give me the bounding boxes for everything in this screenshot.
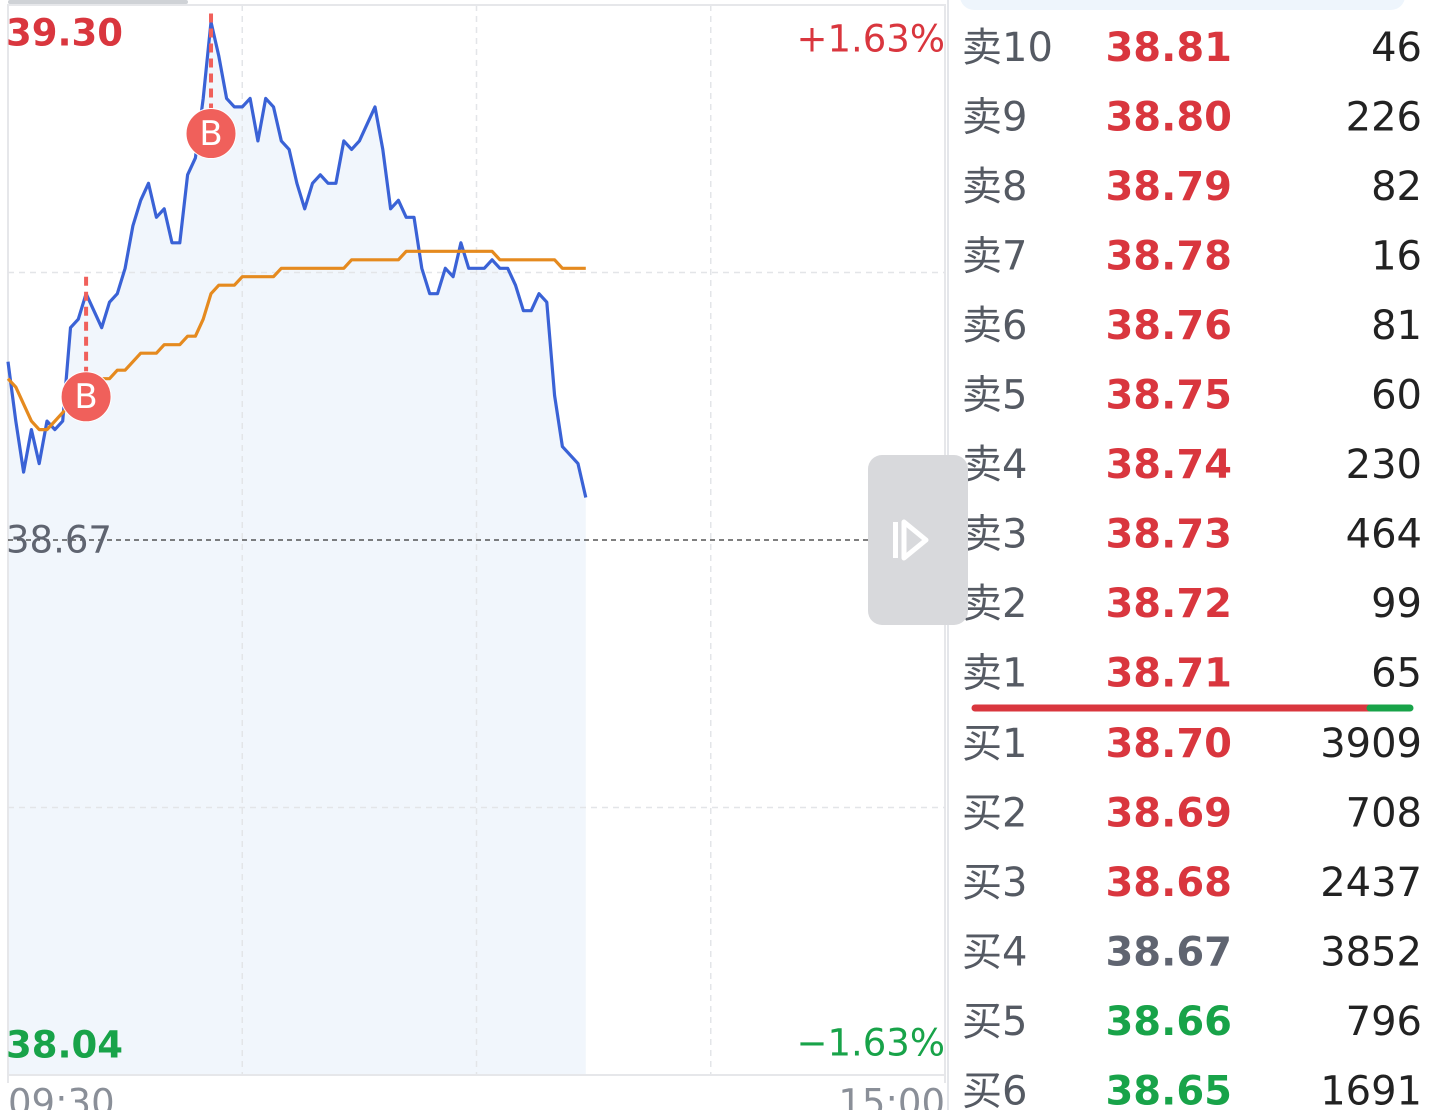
x-tick-label: 09:30 <box>8 1082 115 1110</box>
y-tick-label: 38.67 <box>6 519 112 562</box>
collapse-icon-bar <box>893 522 898 558</box>
level-label: 买2 <box>962 791 1027 837</box>
level-price: 38.68 <box>1105 860 1232 906</box>
level-label: 卖8 <box>962 164 1027 210</box>
level-price: 38.67 <box>1105 930 1232 976</box>
level-volume: 99 <box>1371 581 1422 627</box>
level-label: 卖9 <box>962 95 1027 141</box>
collapse-button[interactable] <box>868 455 968 625</box>
level-volume: 708 <box>1346 791 1422 837</box>
level-volume: 464 <box>1346 512 1422 558</box>
level-volume: 46 <box>1371 25 1422 71</box>
order-book: 卖10 38.81 46 卖9 38.80 226 卖8 38.79 82 卖7 38.78 16 卖6… <box>962 25 1422 1110</box>
level-price: 38.72 <box>1105 581 1232 627</box>
level-volume: 2437 <box>1320 860 1422 906</box>
level-label: 买3 <box>962 860 1027 906</box>
level-volume: 16 <box>1371 234 1422 280</box>
level-price: 38.75 <box>1105 373 1232 419</box>
level-label: 卖5 <box>962 373 1027 419</box>
level-label: 卖10 <box>962 25 1053 71</box>
y2-tick-label: +1.63% <box>796 18 945 61</box>
level-price: 38.81 <box>1105 25 1232 71</box>
level-volume: 60 <box>1371 373 1422 419</box>
level-volume: 230 <box>1346 442 1422 488</box>
chart-panel: 39.30 38.67 38.04 +1.63% −1.63% 09:30 15:00 B B <box>6 0 946 1110</box>
level-label: 卖7 <box>962 234 1027 280</box>
level-price: 38.78 <box>1105 234 1232 280</box>
level-label: 买4 <box>962 930 1027 976</box>
level-price: 38.79 <box>1105 164 1232 210</box>
level-volume: 65 <box>1371 651 1422 697</box>
trade-marker <box>60 371 112 423</box>
level-volume: 81 <box>1371 303 1422 349</box>
trade-marker-label: B <box>199 114 222 154</box>
level-label: 卖4 <box>962 442 1027 488</box>
level-price: 38.69 <box>1105 791 1232 837</box>
level-volume: 226 <box>1346 95 1422 141</box>
y2-tick-label: −1.63% <box>796 1022 945 1065</box>
level-label: 买6 <box>962 1069 1027 1110</box>
level-price: 38.76 <box>1105 303 1232 349</box>
level-price: 38.66 <box>1105 999 1232 1045</box>
collapse-button-bg[interactable] <box>868 455 968 625</box>
tab-indicator <box>8 0 188 4</box>
level-price: 38.80 <box>1105 95 1232 141</box>
level-label: 卖3 <box>962 512 1027 558</box>
top-strip <box>960 0 1405 10</box>
level-label: 卖6 <box>962 303 1027 349</box>
level-volume: 796 <box>1346 999 1422 1045</box>
level-price: 38.74 <box>1105 442 1232 488</box>
level-price: 38.65 <box>1105 1069 1232 1110</box>
y-tick-label: 39.30 <box>6 12 123 55</box>
price-line <box>6 20 588 498</box>
level-volume: 3852 <box>1320 930 1422 976</box>
collapse-icon-arrow <box>901 519 929 561</box>
level-price: 38.73 <box>1105 512 1232 558</box>
trade-marker-label: B <box>74 377 97 417</box>
y-tick-label: 38.04 <box>6 1024 123 1067</box>
level-label: 买1 <box>962 721 1027 767</box>
level-price: 38.71 <box>1105 651 1232 697</box>
level-volume: 1691 <box>1320 1069 1422 1110</box>
x-tick-label: 15:00 <box>838 1082 945 1110</box>
average-line <box>6 249 586 432</box>
level-label: 卖1 <box>962 651 1027 697</box>
level-volume: 3909 <box>1320 721 1422 767</box>
level-volume: 82 <box>1371 164 1422 210</box>
level-price: 38.70 <box>1105 721 1232 767</box>
level-label: 买5 <box>962 999 1027 1045</box>
level-label: 卖2 <box>962 581 1027 627</box>
trade-marker <box>185 107 237 159</box>
